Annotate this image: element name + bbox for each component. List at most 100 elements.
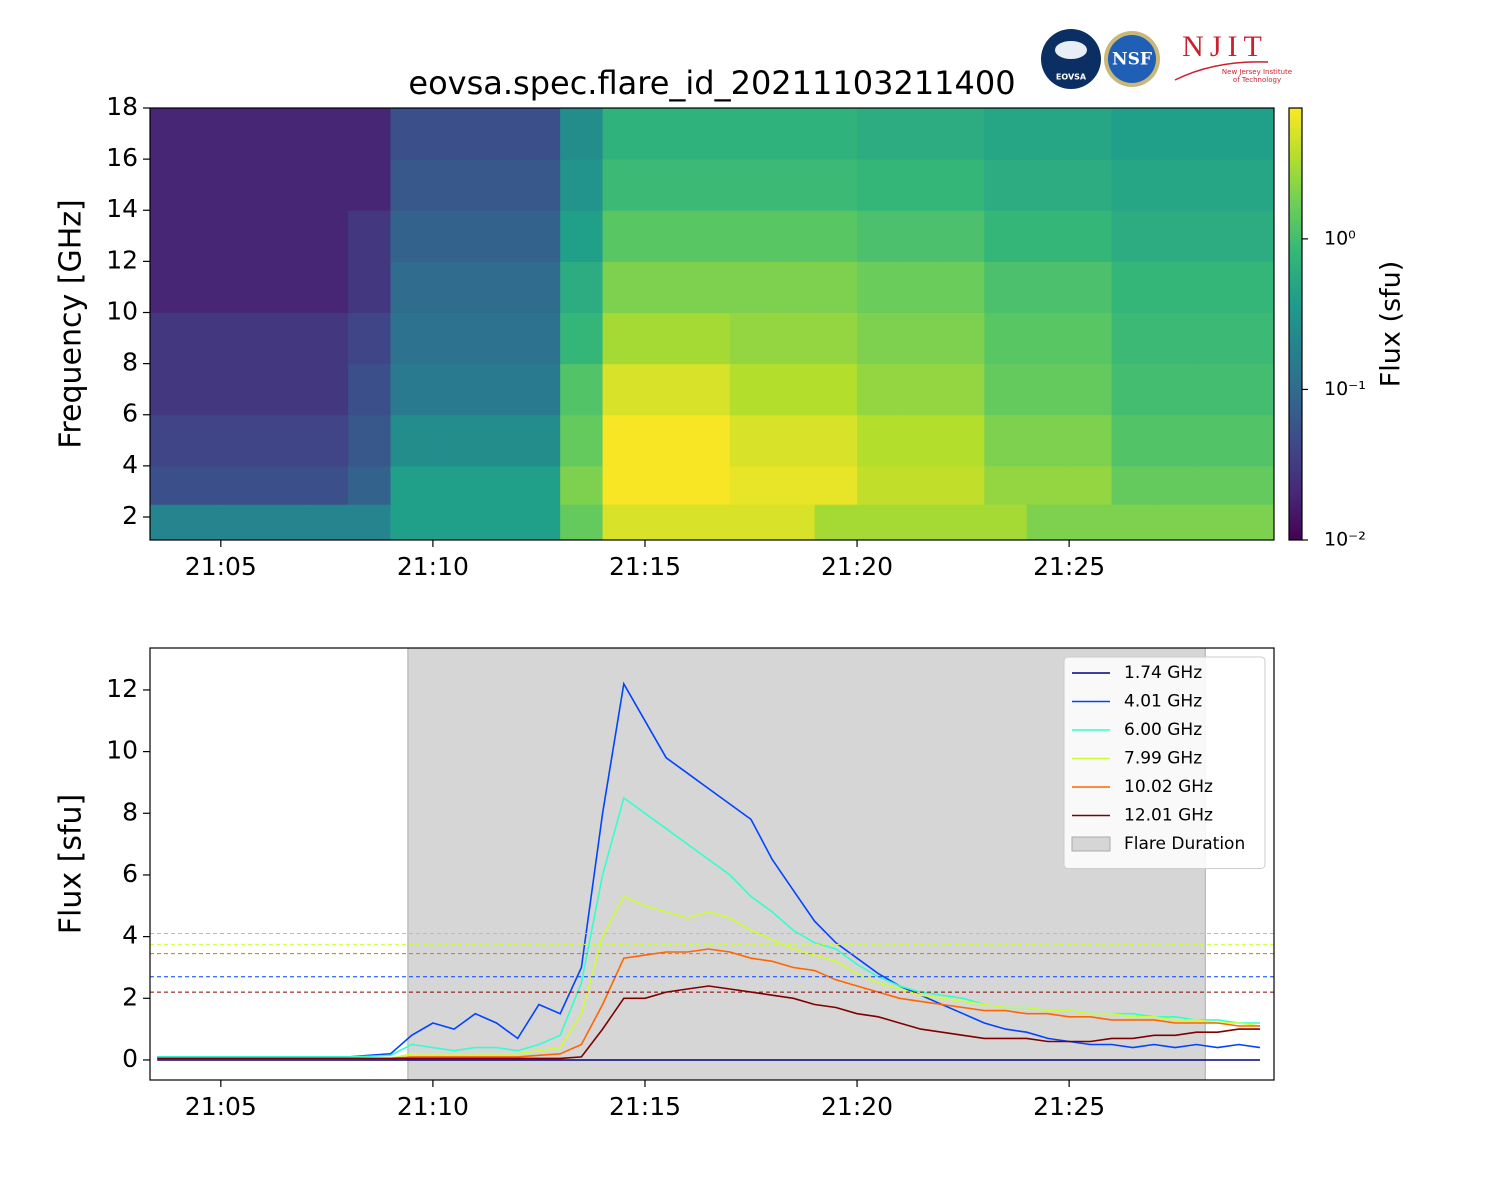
- legend-swatch: [1071, 836, 1111, 852]
- heatmap-cell: [263, 465, 307, 505]
- x-tick-label: 21:20: [821, 1092, 893, 1121]
- heatmap-cell: [1238, 261, 1274, 313]
- heatmap-cell: [1069, 108, 1113, 160]
- heatmap-cell: [432, 504, 476, 540]
- heatmap-cell: [984, 159, 1028, 211]
- heatmap-cell: [432, 108, 476, 160]
- heatmap-cell: [517, 504, 561, 540]
- heatmap-cell: [432, 465, 476, 505]
- heatmap-cell: [263, 414, 307, 467]
- heatmap-cell: [772, 261, 816, 313]
- heatmap-cell: [899, 159, 943, 211]
- legend-label: 10.02 GHz: [1124, 777, 1213, 797]
- heatmap-cell: [390, 465, 434, 505]
- heatmap-cell: [899, 414, 943, 467]
- y-tick-label: 2: [122, 982, 138, 1011]
- njit-swoosh: [1174, 61, 1269, 81]
- x-tick-label: 21:05: [185, 552, 257, 581]
- heatmap-cell: [644, 414, 688, 467]
- heatmap-cell: [178, 465, 222, 505]
- heatmap-cell: [857, 261, 900, 313]
- heatmap-cell: [178, 363, 222, 416]
- heatmap-cell: [899, 465, 943, 505]
- heatmap-cell: [348, 312, 391, 365]
- heatmap-cell: [644, 363, 688, 416]
- x-tick-label: 21:10: [397, 1092, 469, 1121]
- heatmap-cell: [305, 312, 349, 365]
- heatmap-cell: [984, 108, 1028, 160]
- njit-subtext: of Technology: [1233, 76, 1281, 84]
- y-tick-label: 2: [122, 501, 138, 530]
- heatmap-cell: [1238, 414, 1274, 467]
- y-tick-label: 12: [106, 245, 138, 274]
- heatmap-cell: [432, 363, 476, 416]
- heatmap-cell: [475, 312, 519, 365]
- heatmap-cell: [1111, 414, 1155, 467]
- heatmap-cell: [348, 108, 391, 160]
- heatmap-cell: [687, 159, 731, 211]
- chart-title: eovsa.spec.flare_id_20211103211400: [408, 64, 1015, 102]
- heatmap-cell: [1026, 414, 1070, 467]
- njit-subtext: New Jersey Institute: [1222, 68, 1292, 76]
- heatmap-cell: [178, 159, 222, 211]
- heatmap-cell: [814, 261, 858, 313]
- heatmap-cell: [729, 108, 773, 160]
- heatmap-cell: [1111, 210, 1155, 262]
- heatmap-cell: [150, 414, 179, 467]
- heatmap-cell: [263, 504, 307, 540]
- heatmap-cell: [644, 465, 688, 505]
- x-tick-label: 21:10: [397, 552, 469, 581]
- x-tick-label: 21:20: [821, 552, 893, 581]
- colorbar-tick-label: 10⁰: [1324, 227, 1356, 249]
- heatmap-cell: [941, 210, 985, 262]
- y-tick-label: 18: [106, 92, 138, 121]
- y-tick-label: 16: [106, 143, 138, 172]
- heatmap-cell: [899, 261, 943, 313]
- heatmap-cell: [1026, 363, 1070, 416]
- heatmap-cell: [1111, 261, 1155, 313]
- heatmap-cell: [305, 504, 349, 540]
- heatmap-cell: [644, 159, 688, 211]
- heatmap-cell: [772, 210, 816, 262]
- heatmap-cell: [644, 261, 688, 313]
- heatmap-cell: [150, 210, 179, 262]
- heatmap-cell: [432, 414, 476, 467]
- heatmap-cell: [772, 414, 816, 467]
- heatmap-cell: [263, 261, 307, 313]
- heatmap-cell: [1026, 312, 1070, 365]
- heatmap-cell: [1153, 504, 1197, 540]
- heatmap-cell: [305, 363, 349, 416]
- logos: EOVSA NSF NJIT New Jersey Institute of T…: [1041, 29, 1292, 89]
- heatmap-cell: [517, 261, 561, 313]
- heatmap-cell: [220, 414, 264, 467]
- colorbar: [1288, 107, 1303, 541]
- heatmap-cell: [602, 312, 646, 365]
- heatmap-cell: [305, 261, 349, 313]
- heatmap-cell: [687, 210, 731, 262]
- heatmap-cell: [475, 363, 519, 416]
- heatmap-cell: [1026, 504, 1070, 540]
- heatmap-cell: [1196, 210, 1240, 262]
- heatmap-cell: [1026, 159, 1070, 211]
- x-tick-label: 21:05: [185, 1092, 257, 1121]
- heatmap-cell: [814, 504, 858, 540]
- heatmap-cell: [432, 159, 476, 211]
- heatmap-cell: [560, 465, 604, 505]
- heatmap-cell: [687, 261, 731, 313]
- legend-label: 6.00 GHz: [1124, 720, 1202, 740]
- legend-label: 1.74 GHz: [1124, 663, 1202, 683]
- heatmap-cell: [348, 465, 391, 505]
- heatmap-cell: [1026, 108, 1070, 160]
- heatmap-cell: [857, 159, 900, 211]
- heatmap-cell: [814, 312, 858, 365]
- heatmap-cell: [899, 363, 943, 416]
- heatmap-cell: [1069, 312, 1113, 365]
- heatmap-cell: [220, 312, 264, 365]
- axes-frame: [149, 647, 1275, 1081]
- heatmap-cell: [150, 363, 179, 416]
- y-tick-label: 4: [122, 450, 138, 479]
- heatmap-cell: [220, 159, 264, 211]
- heatmap-cell: [1069, 210, 1113, 262]
- heatmap-cell: [941, 312, 985, 365]
- heatmap-cell: [772, 465, 816, 505]
